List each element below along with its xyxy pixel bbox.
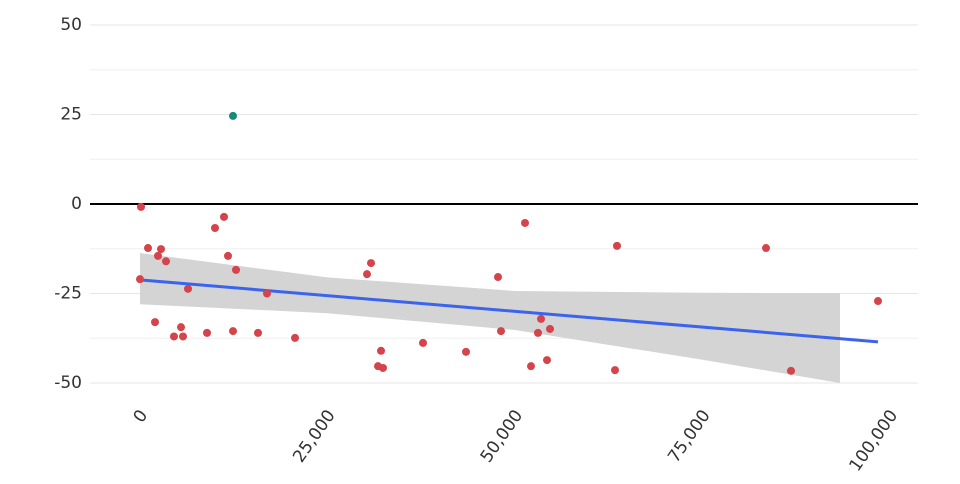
point <box>462 347 471 356</box>
point <box>170 332 178 341</box>
point <box>497 327 505 336</box>
point <box>263 289 271 298</box>
point <box>179 332 187 341</box>
point <box>211 223 220 232</box>
point <box>534 328 543 337</box>
y-tick-label: 50 <box>60 15 82 35</box>
point <box>613 241 622 250</box>
trend-line <box>139 278 879 344</box>
point <box>184 284 193 293</box>
x-tick-label: 100,000 <box>845 406 902 475</box>
point <box>537 314 546 323</box>
point <box>220 212 229 221</box>
point <box>543 356 552 365</box>
point <box>367 259 376 268</box>
point <box>151 318 160 327</box>
point <box>229 111 238 120</box>
point <box>229 327 238 336</box>
point <box>363 270 372 279</box>
point <box>162 257 171 266</box>
y-tick-label: -50 <box>54 373 82 393</box>
confidence-band <box>140 253 840 383</box>
x-tick-label: 50,000 <box>477 406 528 466</box>
point <box>232 265 241 274</box>
point <box>157 245 166 254</box>
point <box>494 273 502 282</box>
point <box>527 362 535 371</box>
point <box>419 338 427 347</box>
y-tick-label: 0 <box>71 194 82 214</box>
point <box>379 363 388 372</box>
x-tick-label: 0 <box>130 406 153 426</box>
point <box>762 244 771 253</box>
point <box>521 218 529 227</box>
point <box>203 328 211 337</box>
point <box>874 297 883 306</box>
point <box>137 202 145 211</box>
y-tick-label: -25 <box>54 284 82 304</box>
point <box>254 328 262 337</box>
point <box>291 333 300 342</box>
y-tick-label: 25 <box>60 105 82 125</box>
point <box>144 244 153 253</box>
point <box>787 366 796 375</box>
point <box>136 275 145 284</box>
point <box>177 323 186 332</box>
point <box>546 324 555 333</box>
x-tick-label: 25,000 <box>289 406 340 466</box>
point <box>377 346 385 355</box>
point <box>154 251 163 260</box>
x-tick-label: 75,000 <box>664 406 715 466</box>
point <box>611 366 619 375</box>
point <box>224 251 232 260</box>
